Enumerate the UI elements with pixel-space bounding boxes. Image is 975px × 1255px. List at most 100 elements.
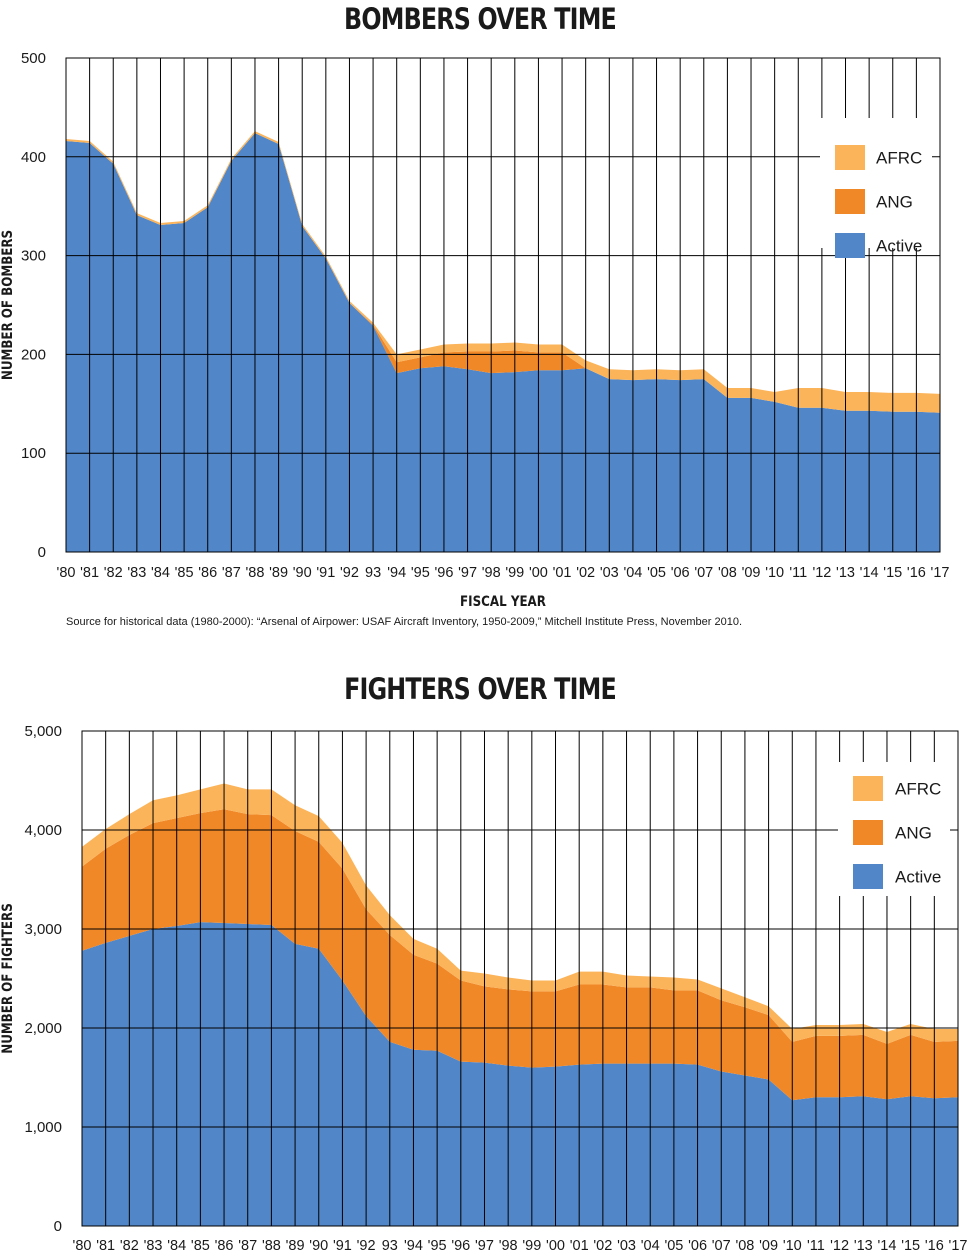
x-tick-label: '08 (718, 565, 737, 581)
bombers-chart-title: BOMBERS OVER TIME (344, 2, 617, 36)
x-axis-title: FISCAL YEAR (460, 594, 546, 610)
x-tick-label: '16 (907, 565, 926, 581)
x-tick-label: '16 (925, 1238, 944, 1254)
area-ang (66, 133, 940, 413)
x-tick-label: '84 (167, 1238, 186, 1254)
x-tick-label: '91 (316, 565, 335, 581)
y-tick-label: 3,000 (24, 921, 62, 938)
legend-box (820, 118, 932, 248)
x-tick-label: '81 (96, 1238, 115, 1254)
x-tick-label: '11 (807, 1238, 825, 1254)
source-note: Source for historical data (1980-2000): … (66, 616, 743, 628)
x-tick-label: '01 (570, 1238, 589, 1254)
x-tick-label: '98 (482, 565, 501, 581)
x-tick-label: '02 (593, 1238, 612, 1254)
y-tick-label: 0 (54, 1218, 62, 1235)
x-tick-label: '84 (151, 565, 170, 581)
x-tick-label: '06 (671, 565, 690, 581)
x-tick-label: '13 (854, 1238, 873, 1254)
plot-frame (81, 730, 959, 1227)
x-tick-label: '05 (647, 565, 666, 581)
x-tick-label: '13 (836, 565, 855, 581)
area-active (82, 922, 958, 1226)
bombers-chart: 0 100 200 300 400 500 '80'81 '82'83 '84 '85'86 '87… (0, 50, 950, 610)
x-tick-label: '94 (404, 1238, 423, 1254)
x-tick-label: '02 (576, 565, 595, 581)
x-tick-label: '83 (144, 1238, 163, 1254)
legend-label-afrc: AFRC (876, 149, 922, 168)
x-tick-label: '88 (262, 1238, 281, 1254)
x-tick-label: '03 (617, 1238, 636, 1254)
x-tick-label: '03 (600, 565, 619, 581)
legend-swatch-afrc (835, 145, 865, 170)
x-tick-label: '12 (830, 1238, 849, 1254)
x-tick-label: '95 (411, 565, 430, 581)
y-tick-label: 4,000 (24, 822, 62, 839)
x-tick-label: '96 (451, 1238, 470, 1254)
x-tick-label: '90 (293, 565, 312, 581)
area-afrc (82, 783, 958, 1044)
y-tick-label: 2,000 (24, 1020, 62, 1037)
x-tick-label: '82 (120, 1238, 139, 1254)
x-tick-label: '97 (458, 565, 477, 581)
legend-swatch-ang (835, 189, 865, 214)
y-tick-label: 0 (38, 544, 46, 561)
legend-label-active: Active (895, 868, 941, 887)
x-tick-label: '17 (949, 1238, 968, 1254)
legend-label-afrc: AFRC (895, 780, 941, 799)
x-tick-label: '06 (688, 1238, 707, 1254)
x-tick-label: '89 (269, 565, 288, 581)
x-tick-label: '98 (499, 1238, 518, 1254)
x-tick-label: '12 (812, 565, 831, 581)
x-tick-label: '10 (783, 1238, 802, 1254)
x-tick-label: '80 (73, 1238, 92, 1254)
x-tick-label: '95 (428, 1238, 447, 1254)
x-tick-label: '08 (735, 1238, 754, 1254)
x-tick-label: '83 (127, 565, 146, 581)
x-tick-label: '86 (215, 1238, 234, 1254)
x-tick-label: '09 (759, 1238, 778, 1254)
y-tick-label: 5,000 (24, 723, 62, 740)
x-tick-label: '99 (505, 565, 524, 581)
x-tick-label: '00 (529, 565, 548, 581)
x-tick-label: '82 (104, 565, 123, 581)
fighters-chart-title: FIGHTERS OVER TIME (344, 672, 617, 706)
plot-frame (65, 57, 941, 553)
x-tick-label: '10 (765, 565, 784, 581)
x-tick-label: '80 (57, 565, 76, 581)
x-tick-label: '15 (883, 565, 902, 581)
y-tick-label: 400 (21, 149, 46, 166)
x-tick-label: '92 (340, 565, 359, 581)
legend-swatch-active (835, 233, 865, 258)
x-tick-label: '88 (246, 565, 265, 581)
legend-label-ang: ANG (895, 824, 932, 843)
x-tick-label: '09 (742, 565, 761, 581)
y-tick-label: 200 (21, 346, 46, 363)
x-tick-label: '11 (789, 565, 807, 581)
x-tick-label: '90 (309, 1238, 328, 1254)
x-tick-label: '85 (191, 1238, 210, 1254)
x-tick-label: '97 (475, 1238, 494, 1254)
x-tick-label: '01 (553, 565, 572, 581)
x-tick-label: '00 (546, 1238, 565, 1254)
x-tick-label: '86 (198, 565, 217, 581)
x-tick-label: '92 (357, 1238, 376, 1254)
x-tick-label: '81 (80, 565, 99, 581)
x-tick-label: '14 (878, 1238, 897, 1254)
x-tick-label: '04 (623, 565, 642, 581)
x-tick-label: 93 (365, 565, 381, 581)
x-tick-label: '04 (641, 1238, 660, 1254)
x-tick-label: '05 (664, 1238, 683, 1254)
legend-swatch-ang (853, 820, 883, 845)
x-tick-label: '96 (434, 565, 453, 581)
y-tick-label: 1,000 (24, 1119, 62, 1136)
x-tick-label: '15 (901, 1238, 920, 1254)
x-tick-label: '17 (931, 565, 950, 581)
x-tick-label: '85 (175, 565, 194, 581)
x-tick-label: 93 (382, 1238, 398, 1254)
y-axis-title: NUMBER OF BOMBERS (0, 230, 16, 380)
legend-label-ang: ANG (876, 193, 913, 212)
x-tick-label: '07 (712, 1238, 731, 1254)
legend-swatch-active (853, 864, 883, 889)
y-tick-label: 100 (21, 445, 46, 462)
